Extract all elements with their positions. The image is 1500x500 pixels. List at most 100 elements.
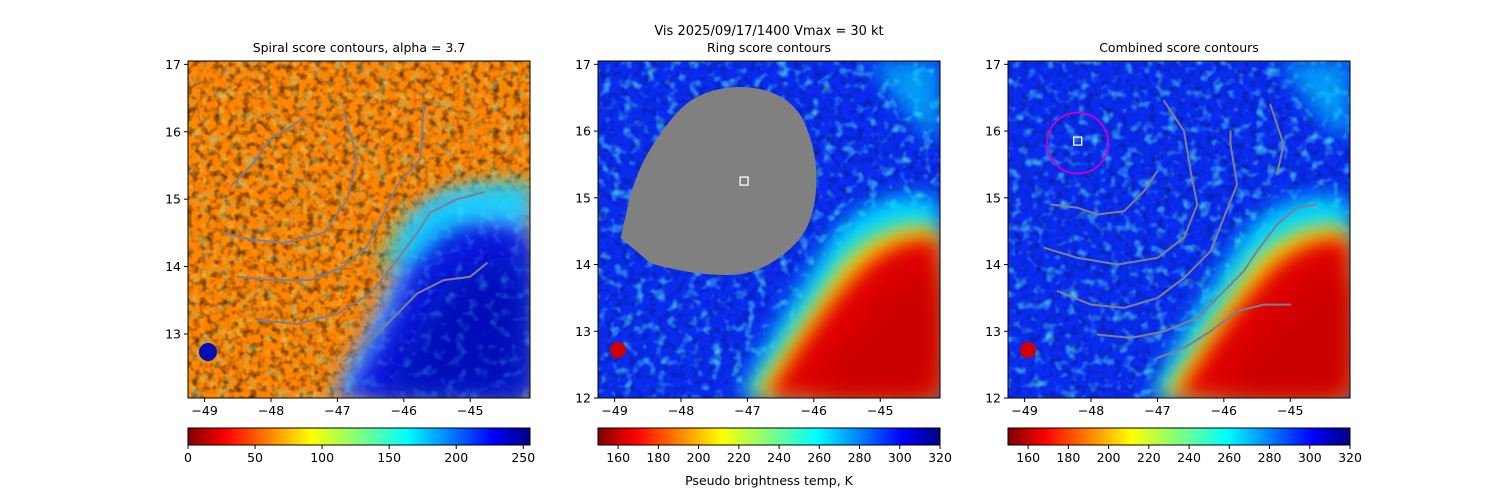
contour-line <box>236 103 425 282</box>
colorbar-spiral: 0 50 100 150 200 250 <box>184 427 535 465</box>
y-tick-label: 13 <box>165 326 181 341</box>
x-tick-label: −49 <box>1011 403 1037 418</box>
contour-line <box>1269 103 1285 176</box>
colorbar-tick-label: 220 <box>1137 450 1161 465</box>
colorbar-tick-label: 320 <box>928 450 952 465</box>
axes-frame-combined <box>1007 60 1351 399</box>
colorbar-tick-label: 100 <box>310 450 334 465</box>
y-tick-label: 17 <box>985 57 1001 72</box>
y-tick-label: 15 <box>575 190 591 205</box>
heatmap-spiral <box>188 61 530 398</box>
colorbar-gradient <box>187 427 531 446</box>
contour-line <box>256 191 485 325</box>
figure-suptitle: Vis 2025/09/17/1400 Vmax = 30 kt <box>654 24 883 39</box>
colorbar-tick-label: 240 <box>1177 450 1201 465</box>
colorbar-tick-label: 250 <box>511 450 535 465</box>
x-tick-label: −47 <box>1144 403 1170 418</box>
contour-line <box>1056 130 1239 309</box>
yticks-combined: 12 13 14 15 16 17 <box>985 57 1008 406</box>
xticks-spiral: −49 −48 −47 −46 −45 <box>191 398 483 418</box>
center-marker <box>739 176 749 186</box>
colorbar-tick-label: 200 <box>687 450 711 465</box>
colorbar-tick-label: 280 <box>848 450 872 465</box>
x-tick-label: −48 <box>258 403 284 418</box>
center-marker <box>1073 136 1083 146</box>
colorbar-tick-label: 160 <box>1016 450 1040 465</box>
x-tick-label: −49 <box>601 403 627 418</box>
colorbar-label-ring: Pseudo brightness temp, K <box>685 473 854 488</box>
colorbar-tick-label: 50 <box>247 450 263 465</box>
colorbar-gradient <box>1007 427 1351 446</box>
yticks-ring: 12 13 14 15 16 17 <box>575 57 598 406</box>
contour-line <box>1050 170 1159 216</box>
colorbar-ring: 160 180 200 220 240 260 280 300 320 <box>597 427 952 465</box>
masked-region-ring <box>620 87 817 276</box>
colorbar-tick-label: 260 <box>807 450 831 465</box>
markers-combined <box>1073 136 1083 146</box>
x-tick-label: −48 <box>1078 403 1104 418</box>
y-tick-label: 14 <box>165 259 181 274</box>
panel-ring: Ring score contours −49 −48 −47 −46 −45 12 13… <box>575 40 952 488</box>
panel-combined: Combined score contours −49 −48 −47 −46 −45 … <box>985 40 1362 465</box>
contours-combined <box>1043 100 1318 359</box>
colorbar-tick-label: 240 <box>767 450 791 465</box>
colorbar-tick-label: 180 <box>1056 450 1080 465</box>
x-tick-label: −46 <box>391 403 417 418</box>
colorbar-tick-label: 0 <box>184 450 192 465</box>
colorbar-tick-label: 160 <box>606 450 630 465</box>
y-tick-label: 14 <box>575 257 591 272</box>
y-tick-label: 12 <box>575 391 591 406</box>
ring-circle-combined <box>1046 111 1110 175</box>
contour-line <box>1156 303 1292 359</box>
heatmap-combined <box>1008 61 1350 398</box>
y-tick-label: 13 <box>575 324 591 339</box>
y-tick-label: 15 <box>985 190 1001 205</box>
y-tick-label: 17 <box>165 57 181 72</box>
contour-line <box>343 262 488 362</box>
axes-frame-ring <box>597 60 941 399</box>
panel-title-combined: Combined score contours <box>1099 40 1259 55</box>
y-tick-label: 13 <box>985 324 1001 339</box>
colorbar-tick-label: 260 <box>1217 450 1241 465</box>
contour-line <box>1043 100 1199 266</box>
colorbar-gradient <box>597 427 941 446</box>
markers-ring <box>739 176 749 186</box>
x-tick-label: −46 <box>1211 403 1237 418</box>
xticks-ring: −49 −48 −47 −46 −45 <box>601 398 893 418</box>
colorbar-tick-label: 180 <box>646 450 670 465</box>
y-tick-label: 15 <box>165 192 181 207</box>
y-tick-label: 16 <box>575 124 591 139</box>
contours-spiral <box>223 103 488 362</box>
y-tick-label: 17 <box>575 57 591 72</box>
x-tick-label: −45 <box>1277 403 1303 418</box>
xticks-combined: −49 −48 −47 −46 −45 <box>1011 398 1303 418</box>
x-tick-label: −46 <box>801 403 827 418</box>
x-tick-label: −45 <box>457 403 483 418</box>
colorbar-tick-label: 280 <box>1258 450 1282 465</box>
colorbar-tick-label: 150 <box>377 450 401 465</box>
heatmap-ring <box>598 61 940 398</box>
colorbar-tick-label: 200 <box>444 450 468 465</box>
x-tick-label: −45 <box>867 403 893 418</box>
colorbar-tick-label: 220 <box>727 450 751 465</box>
contour-line <box>1096 203 1318 339</box>
y-tick-label: 16 <box>985 124 1001 139</box>
y-tick-label: 12 <box>985 391 1001 406</box>
panel-title-ring: Ring score contours <box>707 40 831 55</box>
colorbar-tick-label: 320 <box>1338 450 1362 465</box>
y-tick-label: 14 <box>985 257 1001 272</box>
x-tick-label: −49 <box>191 403 217 418</box>
contour-line <box>223 110 359 244</box>
y-tick-label: 16 <box>165 124 181 139</box>
colorbar-tick-label: 200 <box>1097 450 1121 465</box>
yticks-spiral: 13 14 15 16 17 <box>165 57 188 341</box>
x-tick-label: −47 <box>324 403 350 418</box>
colorbar-combined: 160 180 200 220 240 260 280 300 320 <box>1007 427 1362 465</box>
panel-spiral: Spiral score contours, alpha = 3.7 −49 −4… <box>165 40 535 465</box>
x-tick-label: −47 <box>734 403 760 418</box>
x-tick-label: −48 <box>668 403 694 418</box>
contour-line <box>230 117 306 187</box>
colorbar-tick-label: 300 <box>1298 450 1322 465</box>
colorbar-tick-label: 300 <box>888 450 912 465</box>
